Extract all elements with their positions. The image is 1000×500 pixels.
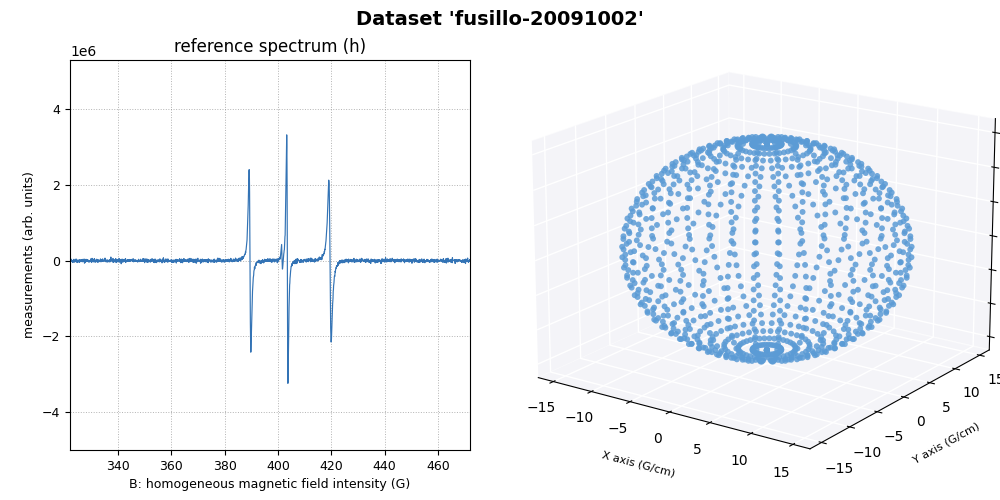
- Y-axis label: measurements (arb. units): measurements (arb. units): [23, 172, 36, 338]
- Text: Dataset 'fusillo-20091002': Dataset 'fusillo-20091002': [356, 10, 644, 29]
- Title: reference spectrum (h): reference spectrum (h): [174, 38, 366, 56]
- Y-axis label: Y axis (G/cm): Y axis (G/cm): [912, 421, 981, 466]
- X-axis label: X axis (G/cm): X axis (G/cm): [601, 450, 676, 478]
- X-axis label: B: homogeneous magnetic field intensity (G): B: homogeneous magnetic field intensity …: [129, 478, 411, 492]
